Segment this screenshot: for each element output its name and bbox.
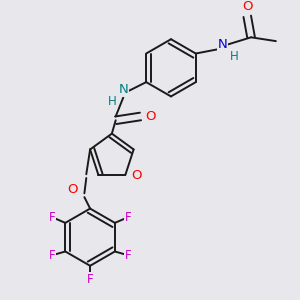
Text: O: O [68, 183, 78, 196]
Text: N: N [218, 38, 227, 51]
Text: O: O [131, 169, 142, 182]
Text: O: O [242, 0, 253, 13]
Text: F: F [125, 211, 131, 224]
Text: F: F [125, 249, 131, 262]
Text: F: F [49, 211, 55, 224]
Text: F: F [87, 273, 93, 286]
Text: H: H [230, 50, 238, 63]
Text: F: F [49, 249, 55, 262]
Text: H: H [107, 95, 116, 108]
Text: N: N [118, 83, 128, 96]
Text: O: O [145, 110, 155, 123]
